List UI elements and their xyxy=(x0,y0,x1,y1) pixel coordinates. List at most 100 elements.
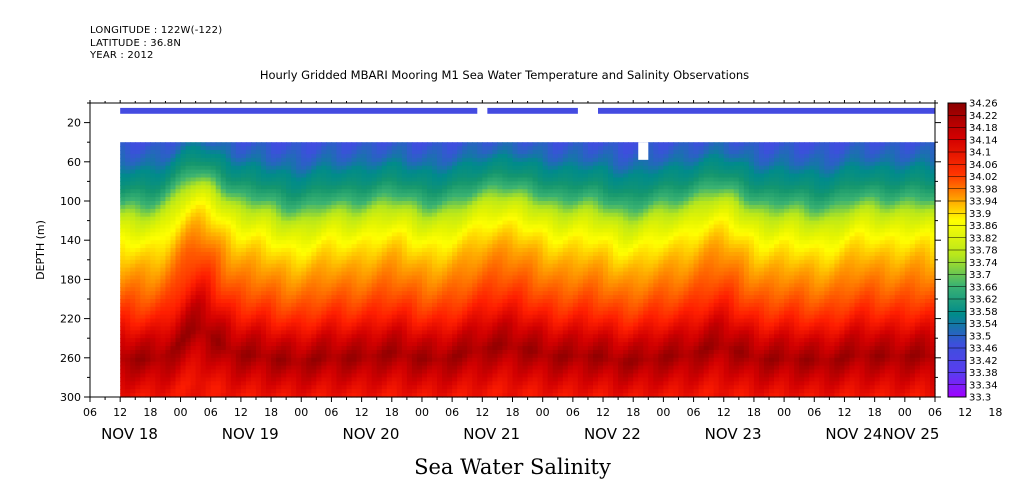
heat-cell xyxy=(482,244,488,249)
heat-cell xyxy=(442,393,448,398)
heat-cell xyxy=(411,150,418,155)
heat-cell xyxy=(170,251,177,257)
heat-cell xyxy=(442,342,448,347)
heat-cell xyxy=(281,310,287,316)
heat-cell xyxy=(180,353,187,359)
heat-cell xyxy=(457,381,463,386)
heat-cell xyxy=(381,161,388,167)
heat-cell xyxy=(200,181,207,186)
heat-cell xyxy=(421,208,428,214)
heat-cell xyxy=(125,244,131,249)
heat-cell xyxy=(356,385,363,390)
heat-cell xyxy=(331,142,338,147)
heat-cell xyxy=(381,146,388,151)
heat-cell xyxy=(452,189,458,194)
heat-cell xyxy=(467,357,473,363)
heat-cell xyxy=(467,385,473,390)
heat-cell xyxy=(240,365,247,371)
heat-cell xyxy=(346,334,353,339)
heat-cell xyxy=(255,342,262,347)
heat-cell xyxy=(125,361,131,367)
heat-cell xyxy=(255,197,262,202)
heat-cell xyxy=(225,342,232,347)
heat-cell xyxy=(145,263,151,269)
heat-cell xyxy=(467,193,473,198)
heat-cell xyxy=(386,295,393,300)
heat-cell xyxy=(311,349,317,355)
heat-cell xyxy=(432,169,438,175)
heat-cell xyxy=(190,201,197,206)
heat-cell xyxy=(185,291,192,296)
heat-cell xyxy=(185,251,192,257)
heat-cell xyxy=(341,287,348,292)
heat-cell xyxy=(376,322,383,328)
heat-cell xyxy=(220,381,227,386)
heat-cell xyxy=(205,169,212,175)
heat-cell xyxy=(266,342,272,347)
heat-cell xyxy=(125,204,131,210)
heat-cell xyxy=(155,377,162,382)
heat-cell xyxy=(472,299,478,304)
heat-cell xyxy=(401,283,408,288)
heat-cell xyxy=(331,220,338,226)
heat-cell xyxy=(331,373,338,378)
heat-cell xyxy=(396,255,403,261)
heat-cell xyxy=(321,236,327,241)
heat-cell xyxy=(361,224,368,230)
heat-cell xyxy=(215,334,222,339)
heat-cell xyxy=(180,377,187,382)
heat-cell xyxy=(457,302,463,308)
heat-cell xyxy=(235,208,242,214)
heat-cell xyxy=(150,185,156,190)
heat-cell xyxy=(250,299,257,304)
heat-cell xyxy=(261,185,267,190)
heat-cell xyxy=(457,291,463,296)
heat-cell xyxy=(341,299,348,304)
heat-cell xyxy=(215,381,222,386)
heat-cell xyxy=(230,295,237,300)
heat-cell xyxy=(447,291,453,296)
heat-cell xyxy=(175,346,182,351)
heat-cell xyxy=(487,291,493,296)
heat-cell xyxy=(291,353,297,359)
heat-cell xyxy=(457,338,463,343)
heat-cell xyxy=(411,193,418,198)
heat-cell xyxy=(482,181,488,186)
heat-cell xyxy=(366,287,373,292)
heat-cell xyxy=(271,318,277,324)
heat-cell xyxy=(457,393,463,398)
heat-cell xyxy=(462,334,468,339)
heat-cell xyxy=(502,263,509,269)
heat-cell xyxy=(467,263,473,269)
heat-cell xyxy=(351,381,358,386)
heat-cell xyxy=(346,271,353,277)
heat-cell xyxy=(235,177,242,182)
heat-cell xyxy=(281,201,287,206)
heat-cell xyxy=(200,177,207,182)
heat-cell xyxy=(245,177,252,182)
heat-cell xyxy=(416,259,423,265)
heat-cell xyxy=(457,310,463,316)
heat-cell xyxy=(366,330,373,335)
heat-cell xyxy=(135,173,141,179)
heat-cell xyxy=(220,271,227,277)
heat-cell xyxy=(391,349,398,355)
heat-cell xyxy=(220,295,227,300)
heat-cell xyxy=(155,197,162,202)
heat-cell xyxy=(346,310,353,316)
heat-cell xyxy=(502,334,509,339)
heat-cell xyxy=(421,232,428,237)
heat-cell xyxy=(386,373,393,378)
heat-cell xyxy=(401,338,408,343)
heat-cell xyxy=(130,346,136,351)
heat-cell xyxy=(130,181,136,186)
heat-cell xyxy=(497,389,504,394)
heat-cell xyxy=(361,287,368,292)
heat-cell xyxy=(462,153,468,159)
heat-cell xyxy=(386,393,393,398)
heat-cell xyxy=(426,197,433,202)
heat-cell xyxy=(331,346,338,351)
heat-cell xyxy=(477,302,483,308)
heat-cell xyxy=(432,291,438,296)
heat-cell xyxy=(502,318,509,324)
